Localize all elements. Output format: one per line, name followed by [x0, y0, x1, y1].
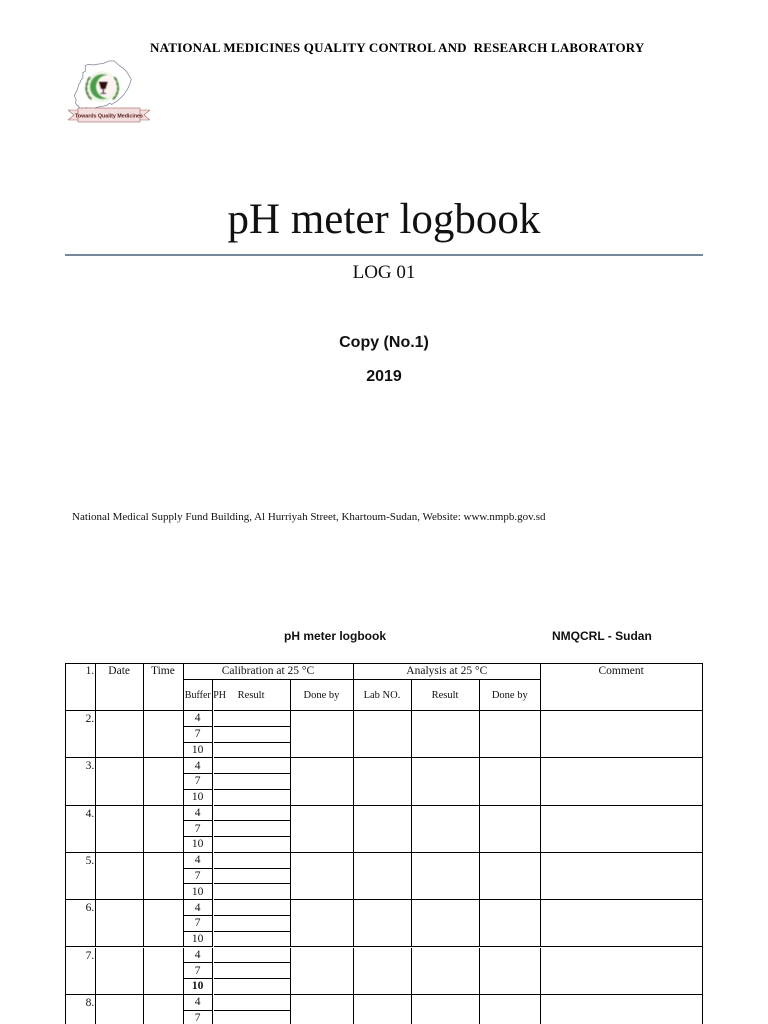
svg-text:Towards Quality Medicines: Towards Quality Medicines: [75, 114, 143, 120]
